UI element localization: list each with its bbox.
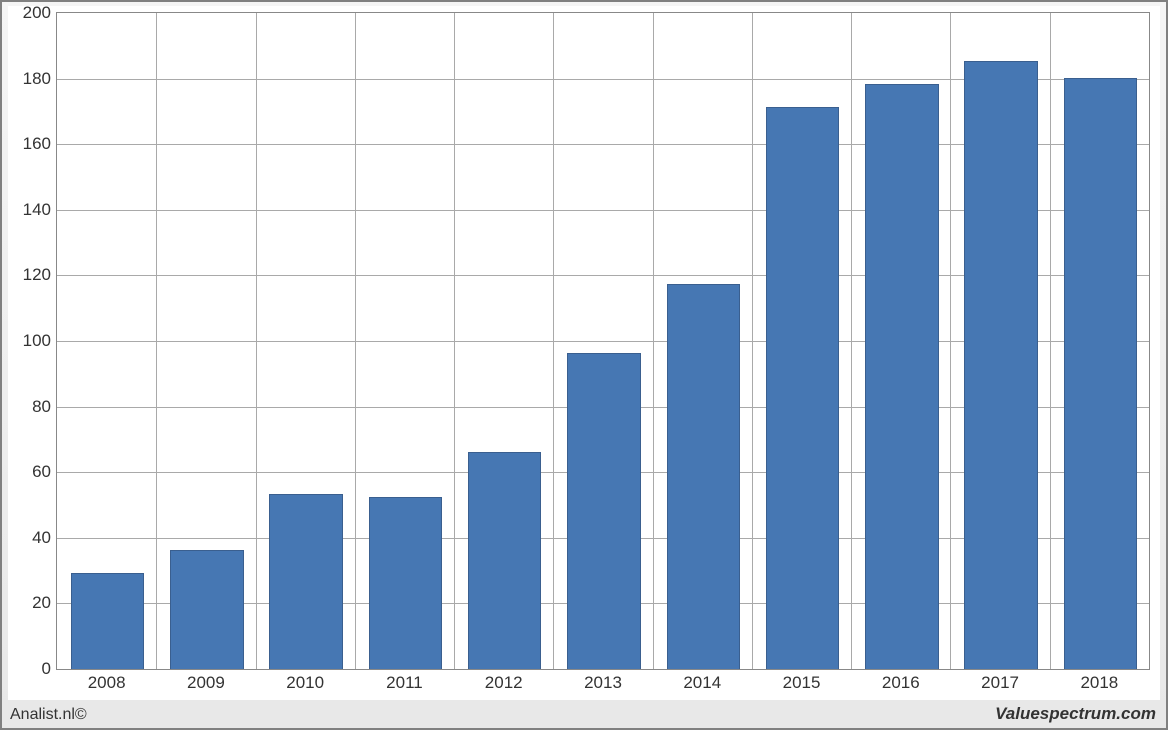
gridline-vertical: [653, 13, 654, 669]
gridline-vertical: [950, 13, 951, 669]
x-axis-label: 2012: [485, 673, 523, 693]
x-axis-label: 2009: [187, 673, 225, 693]
plot-background: 0 20 40 60 80 100 120 140 160 180 200 2008 2009 2010 2…: [8, 6, 1160, 700]
y-axis-label: 20: [32, 593, 51, 613]
gridline-vertical: [851, 13, 852, 669]
x-axis-label: 2015: [783, 673, 821, 693]
bar: [1064, 78, 1137, 669]
y-axis-label: 160: [23, 134, 51, 154]
y-axis-label: 140: [23, 200, 51, 220]
x-axis-label: 2018: [1080, 673, 1118, 693]
gridline-vertical: [1050, 13, 1051, 669]
y-axis-label: 60: [32, 462, 51, 482]
y-axis-label: 120: [23, 265, 51, 285]
bar: [170, 550, 243, 669]
y-axis-label: 40: [32, 528, 51, 548]
bar: [71, 573, 144, 669]
y-axis-label: 80: [32, 397, 51, 417]
gridline-vertical: [752, 13, 753, 669]
footer-left: Analist.nl©: [10, 706, 87, 724]
x-axis-label: 2014: [683, 673, 721, 693]
gridline-vertical: [553, 13, 554, 669]
bar: [667, 284, 740, 669]
footer-right: Valuespectrum.com: [995, 704, 1156, 724]
gridline-vertical: [355, 13, 356, 669]
y-axis-label: 100: [23, 331, 51, 351]
x-axis-label: 2017: [981, 673, 1019, 693]
x-axis-label: 2010: [286, 673, 324, 693]
x-axis-label: 2013: [584, 673, 622, 693]
x-axis-label: 2008: [88, 673, 126, 693]
bar: [567, 353, 640, 669]
x-axis-label: 2016: [882, 673, 920, 693]
plot-area: 0204060801001201401601802002008200920102…: [56, 12, 1150, 670]
gridline-vertical: [256, 13, 257, 669]
gridline-vertical: [156, 13, 157, 669]
bar: [766, 107, 839, 669]
bar: [468, 452, 541, 669]
gridline-vertical: [454, 13, 455, 669]
x-axis-label: 2011: [386, 673, 423, 693]
y-axis-label: 0: [42, 659, 51, 679]
bar: [269, 494, 342, 669]
y-axis-label: 200: [23, 3, 51, 23]
y-axis-label: 180: [23, 69, 51, 89]
bar: [369, 497, 442, 669]
bar: [865, 84, 938, 669]
bar: [964, 61, 1037, 669]
chart-container: 0 20 40 60 80 100 120 140 160 180 200 2008 2009 2010 2…: [0, 0, 1168, 730]
